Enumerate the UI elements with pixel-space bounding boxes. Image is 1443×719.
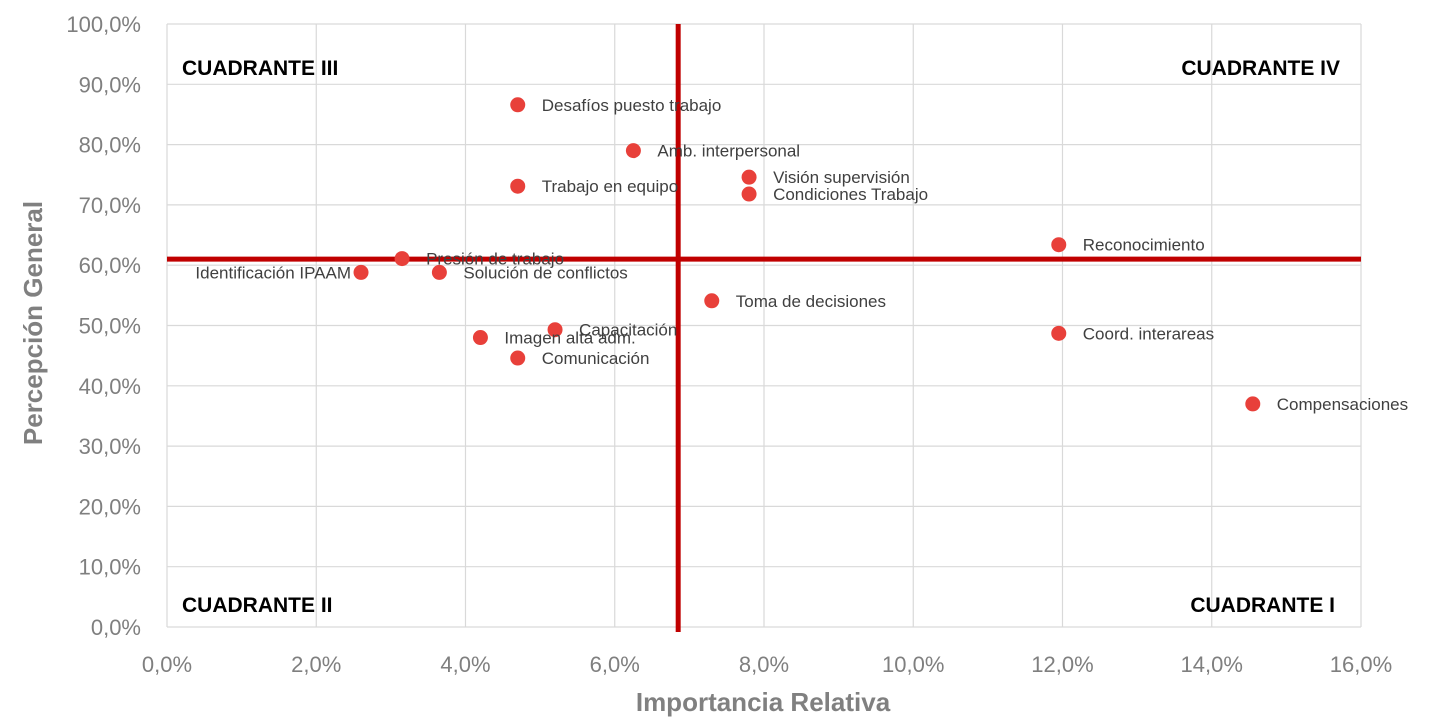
data-point bbox=[510, 97, 526, 113]
y-tick-label: 100,0% bbox=[66, 12, 141, 37]
data-point-label: Identificación IPAAM bbox=[195, 263, 351, 282]
data-point-label: Coord. interareas bbox=[1083, 324, 1214, 343]
data-point bbox=[1245, 396, 1261, 412]
y-tick-label: 20,0% bbox=[79, 494, 141, 519]
quadrant-label: CUADRANTE II bbox=[182, 594, 333, 617]
point-labels: Desafíos puesto trabajo Amb. interpersona… bbox=[195, 96, 1408, 414]
data-point-label: Desafíos puesto trabajo bbox=[542, 96, 722, 115]
data-point-label: Visión supervisión bbox=[773, 168, 910, 187]
x-tick-label: 12,0% bbox=[1031, 652, 1093, 677]
data-point-label: Comunicación bbox=[542, 349, 650, 368]
x-tick-label: 16,0% bbox=[1330, 652, 1392, 677]
data-point-label: Compensaciones bbox=[1277, 395, 1408, 414]
x-tick-label: 4,0% bbox=[440, 652, 490, 677]
data-point bbox=[625, 143, 641, 159]
data-point bbox=[431, 264, 447, 280]
data-point-label: Amb. interpersonal bbox=[657, 142, 800, 161]
data-point-label: Toma de decisiones bbox=[736, 292, 886, 311]
x-tick-label: 2,0% bbox=[291, 652, 341, 677]
data-point bbox=[741, 186, 757, 202]
data-point bbox=[547, 322, 563, 338]
data-point-label: Reconocimiento bbox=[1083, 236, 1205, 255]
data-point bbox=[1051, 325, 1067, 341]
data-point-label: Trabajo en equipo bbox=[542, 177, 678, 196]
y-tick-label: 60,0% bbox=[79, 253, 141, 278]
y-tick-label: 70,0% bbox=[79, 193, 141, 218]
y-axis-title: Percepción General bbox=[18, 201, 48, 445]
quadrant-label: CUADRANTE III bbox=[182, 57, 338, 80]
data-point-label: Presión de trabajo bbox=[426, 250, 564, 269]
y-tick-label: 50,0% bbox=[79, 314, 141, 339]
data-point bbox=[472, 330, 488, 346]
data-point bbox=[394, 251, 410, 267]
x-tick-label: 6,0% bbox=[590, 652, 640, 677]
data-point-label: Solución de conflictos bbox=[463, 263, 627, 282]
data-point-label: Condiciones Trabajo bbox=[773, 185, 928, 204]
y-tick-label: 80,0% bbox=[79, 133, 141, 158]
data-point bbox=[353, 264, 369, 280]
data-point-label: Capacitación bbox=[579, 321, 677, 340]
data-point bbox=[1051, 237, 1067, 253]
data-point bbox=[704, 293, 720, 309]
x-tick-label: 10,0% bbox=[882, 652, 944, 677]
axis-ticks: 0,0% 2,0% 4,0% 6,0% 8,0% 10,0% 12,0% 14,0% 16,0%… bbox=[66, 12, 1392, 677]
data-point bbox=[741, 169, 757, 185]
reference-lines bbox=[167, 24, 1361, 632]
x-tick-label: 0,0% bbox=[142, 652, 192, 677]
data-point bbox=[510, 350, 526, 366]
x-tick-label: 14,0% bbox=[1181, 652, 1243, 677]
y-tick-label: 0,0% bbox=[91, 615, 141, 640]
data-points bbox=[353, 97, 1261, 412]
x-axis-title: Importancia Relativa bbox=[636, 687, 891, 717]
y-tick-label: 40,0% bbox=[79, 374, 141, 399]
x-tick-label: 8,0% bbox=[739, 652, 789, 677]
quadrant-labels: CUADRANTE III CUADRANTE IV CUADRANTE II CUA… bbox=[182, 57, 1340, 617]
quadrant-label: CUADRANTE I bbox=[1190, 594, 1335, 617]
data-point-label: Imagen alta adm. bbox=[504, 329, 635, 348]
grid bbox=[166, 23, 1362, 628]
quadrant-label: CUADRANTE IV bbox=[1181, 57, 1340, 80]
data-point bbox=[510, 178, 526, 194]
y-tick-label: 90,0% bbox=[79, 72, 141, 97]
y-tick-label: 10,0% bbox=[79, 555, 141, 580]
y-tick-label: 30,0% bbox=[79, 434, 141, 459]
